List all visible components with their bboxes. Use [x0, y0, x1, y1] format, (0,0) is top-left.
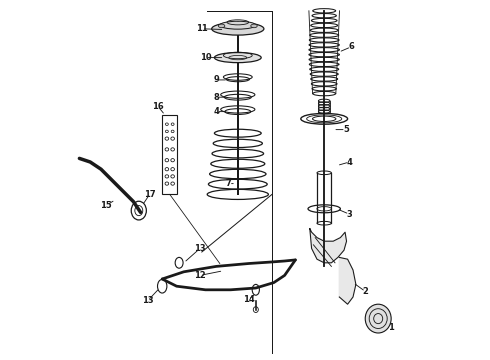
Ellipse shape: [220, 21, 256, 29]
Text: 16: 16: [152, 102, 164, 111]
Ellipse shape: [215, 53, 261, 63]
Text: 11: 11: [196, 24, 208, 33]
Polygon shape: [339, 257, 356, 304]
Text: 4: 4: [213, 107, 219, 116]
Text: 6: 6: [348, 42, 354, 51]
Text: 2: 2: [363, 287, 368, 296]
Ellipse shape: [251, 24, 257, 28]
Text: 12: 12: [194, 271, 206, 280]
Ellipse shape: [365, 304, 391, 333]
Text: 1: 1: [388, 323, 394, 332]
Text: 5: 5: [343, 125, 349, 134]
Text: 13: 13: [194, 244, 206, 253]
Text: 9: 9: [213, 76, 219, 85]
Text: 7: 7: [226, 179, 232, 188]
Text: 14: 14: [243, 295, 254, 304]
Polygon shape: [310, 229, 346, 263]
Ellipse shape: [212, 22, 264, 35]
Ellipse shape: [219, 24, 225, 28]
Text: 15: 15: [100, 201, 112, 210]
Text: 10: 10: [199, 53, 211, 62]
Text: 13: 13: [142, 296, 153, 305]
Text: 4: 4: [346, 158, 352, 166]
Text: 8: 8: [213, 93, 219, 102]
Text: 17: 17: [144, 190, 155, 199]
Text: 3: 3: [346, 210, 352, 219]
